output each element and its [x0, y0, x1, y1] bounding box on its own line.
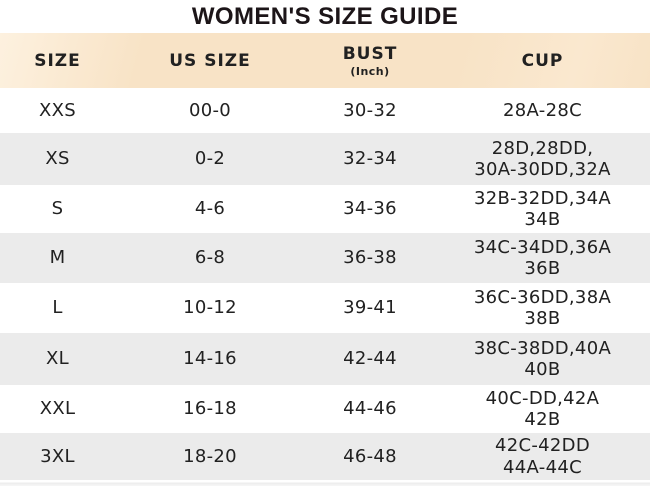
column-header-size: SIZE: [0, 33, 115, 88]
cell-size: M: [49, 247, 66, 269]
table-row: XS 0-2 32-34 28D,28DD, 30A-30DD,32A: [0, 133, 650, 185]
column-header-size-label: SIZE: [34, 50, 81, 71]
cell-size: L: [52, 297, 63, 319]
table-row: L 10-12 39-41 36C-36DD,38A 38B: [0, 283, 650, 333]
cell-bust: 36-38: [343, 247, 397, 269]
cell-bust: 44-46: [343, 398, 397, 420]
cell-bust: 30-32: [343, 99, 397, 121]
cell-us-size: 14-16: [183, 348, 237, 370]
cell-size: S: [51, 198, 64, 220]
column-header-bust: BUST (Inch): [305, 33, 435, 88]
page-title: WOMEN'S SIZE GUIDE: [191, 2, 459, 30]
cell-us-size: 4-6: [194, 198, 226, 220]
table-row: XXS 00-0 30-32 28A-28C: [0, 88, 650, 133]
table-row: 3XL 18-20 46-48 42C-42DD 44A-44C: [0, 433, 650, 480]
column-header-cup: CUP: [435, 33, 650, 88]
cell-us-size: 00-0: [188, 99, 232, 121]
table-body: XXS 00-0 30-32 28A-28C XS 0-2 32-34 28D,28DD, 3…: [0, 88, 650, 480]
cell-us-size: 0-2: [194, 148, 226, 170]
cell-us-size: 10-12: [183, 297, 237, 319]
cell-cup: 40C-DD,42A 42B: [485, 387, 600, 430]
cell-bust: 39-41: [343, 297, 397, 319]
cell-cup: 28A-28C: [503, 99, 582, 121]
cell-size: XS: [45, 148, 70, 170]
cell-cup: 36C-36DD,38A 38B: [473, 286, 612, 329]
cell-cup: 34C-34DD,36A 36B: [473, 236, 612, 279]
cell-size: XXL: [39, 398, 76, 420]
cell-cup: 38C-38DD,40A 40B: [473, 337, 612, 380]
cell-bust: 42-44: [343, 348, 397, 370]
cell-cup: 32B-32DD,34A 34B: [474, 187, 611, 230]
column-header-bust-unit: (Inch): [350, 64, 390, 78]
cell-size: XXS: [39, 99, 76, 121]
table-header: SIZE US SIZE BUST (Inch) CUP: [0, 33, 650, 88]
cell-cup: 28D,28DD, 30A-30DD,32A: [474, 137, 611, 180]
cell-us-size: 6-8: [194, 247, 226, 269]
cell-us-size: 18-20: [183, 445, 237, 467]
cell-size: 3XL: [40, 445, 75, 467]
table-row: S 4-6 34-36 32B-32DD,34A 34B: [0, 185, 650, 233]
cell-us-size: 16-18: [183, 398, 237, 420]
column-header-us-size: US SIZE: [115, 33, 305, 88]
cell-bust: 46-48: [343, 445, 397, 467]
column-header-cup-label: CUP: [521, 50, 564, 71]
table-row: M 6-8 36-38 34C-34DD,36A 36B: [0, 233, 650, 283]
table-row: XXL 16-18 44-46 40C-DD,42A 42B: [0, 385, 650, 433]
cell-cup: 42C-42DD 44A-44C: [495, 435, 590, 478]
cell-bust: 34-36: [343, 198, 397, 220]
cell-bust: 32-34: [343, 148, 397, 170]
table-row: XL 14-16 42-44 38C-38DD,40A 40B: [0, 333, 650, 385]
cell-size: XL: [46, 348, 69, 370]
column-header-bust-label: BUST: [342, 43, 398, 64]
column-header-us-size-label: US SIZE: [169, 50, 251, 71]
bottom-divider: [0, 480, 650, 486]
